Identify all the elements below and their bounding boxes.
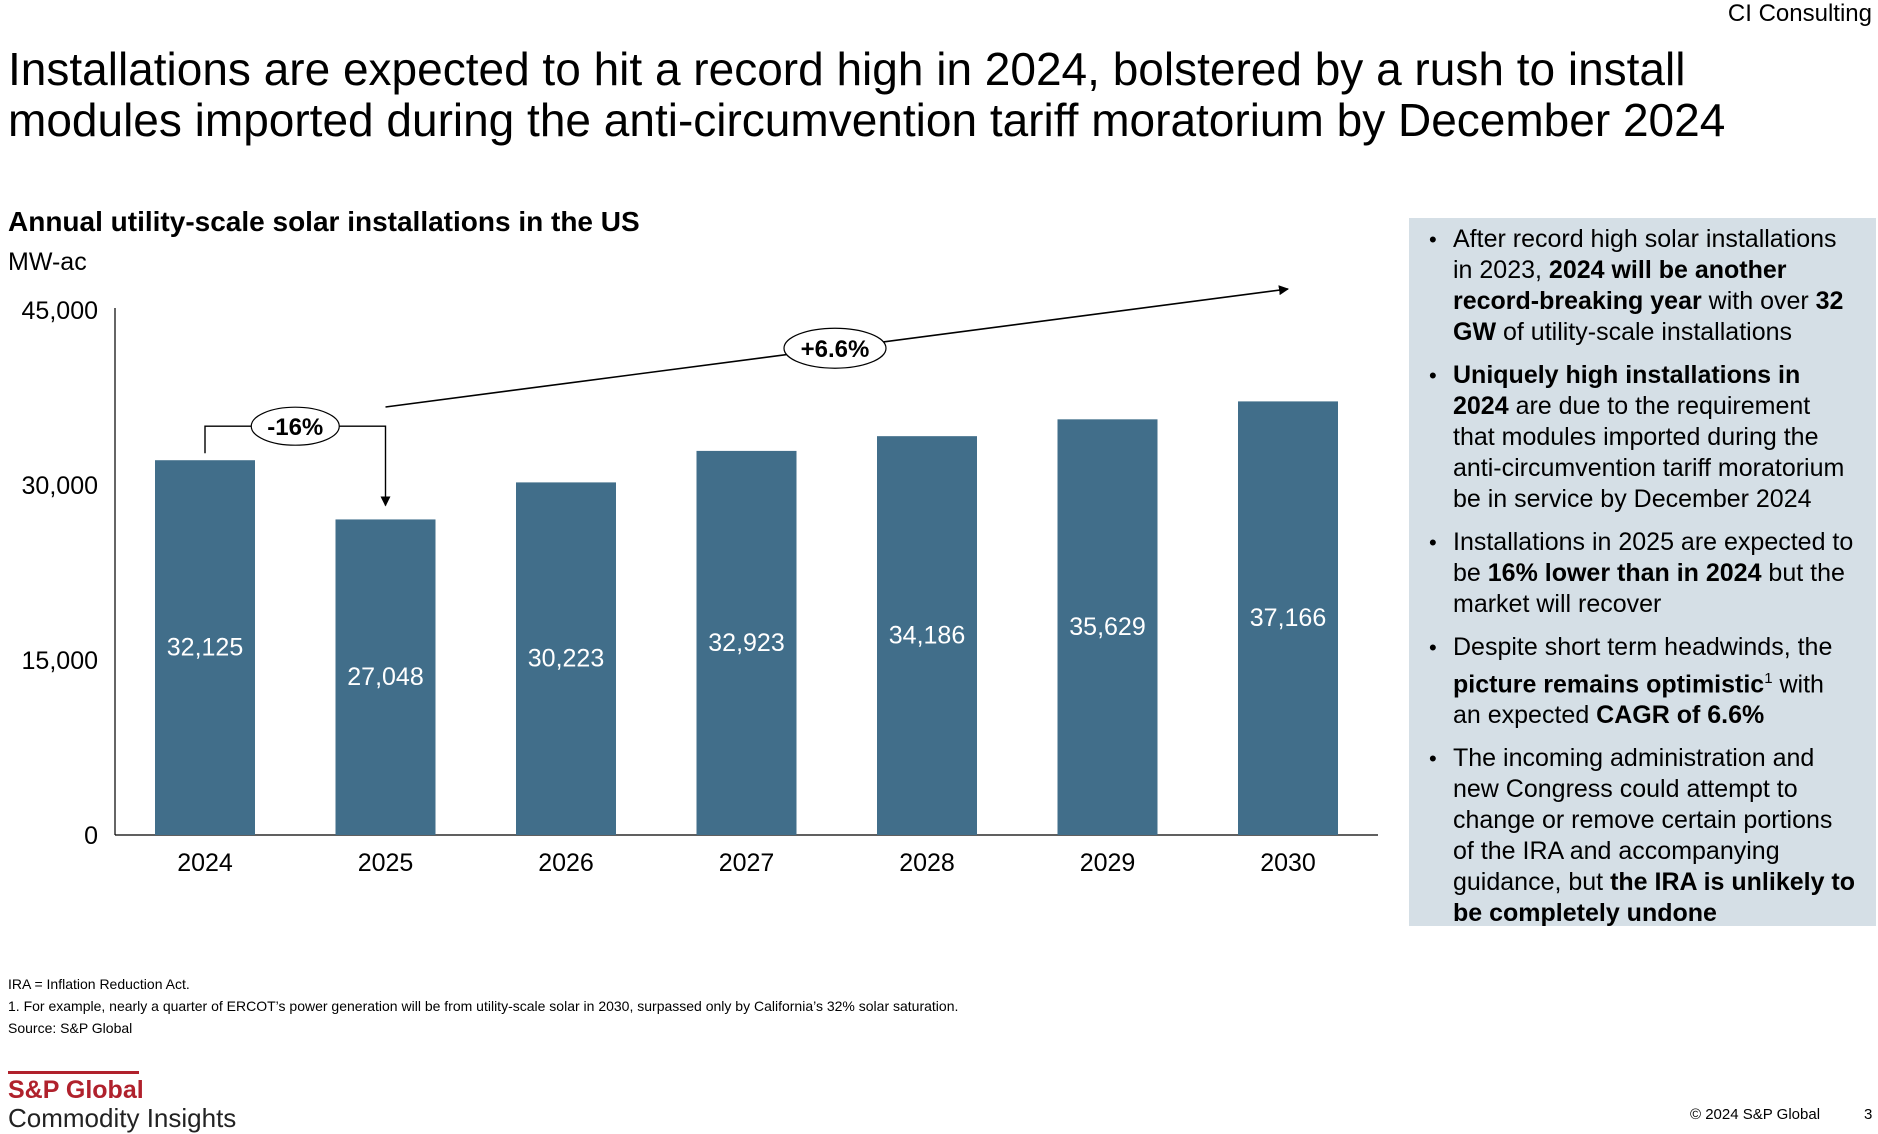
- page-number: 3: [1864, 1106, 1873, 1123]
- key-takeaways-panel: After record high solar installations in…: [1409, 218, 1876, 929]
- takeaway-bullet: The incoming administration and new Cong…: [1417, 743, 1858, 929]
- bullet-text: but the market will recover: [1453, 559, 1845, 618]
- x-tick-label: 2030: [1260, 849, 1316, 877]
- y-tick-label: 45,000: [22, 297, 98, 325]
- logo-subtitle: Commodity Insights: [8, 1103, 237, 1133]
- footnote-marker: 1: [1764, 670, 1773, 687]
- bar: [877, 436, 977, 835]
- x-tick-label: 2027: [719, 849, 775, 877]
- growth-label: +6.6%: [801, 336, 870, 363]
- x-tick-label: 2029: [1080, 849, 1136, 877]
- bullet-text: with an expected: [1453, 670, 1824, 730]
- footnote-1: 1. For example, nearly a quarter of ERCO…: [8, 998, 959, 1014]
- takeaways-list: After record high solar installations in…: [1417, 224, 1858, 929]
- emphasis-text: 16% lower than in 2024: [1487, 559, 1762, 587]
- decline-label: -16%: [267, 414, 323, 441]
- bar-chart: 0 15,000 30,000 45,000 32,125 2024 27,048 2025…: [22, 285, 1378, 877]
- decline-badge: [250, 406, 340, 446]
- bar: [696, 450, 797, 835]
- takeaway-bullet: Despite short term headwinds, the pictur…: [1417, 632, 1858, 731]
- bullet-text: with over: [1701, 287, 1816, 315]
- bullet-text: After record high solar installations in…: [1453, 225, 1837, 284]
- page-title: Installations are expected to hit a reco…: [8, 43, 1726, 146]
- y-tick-label: 30,000: [22, 472, 98, 500]
- copyright: © 2024 S&P Global: [1690, 1106, 1821, 1123]
- takeaway-bullet: Uniquely high installations in 2024 are …: [1417, 360, 1858, 515]
- takeaway-bullet: Installations in 2025 are expected to be…: [1417, 527, 1858, 620]
- chart-title: Annual utility-scale solar installations…: [8, 206, 640, 237]
- emphasis-text: picture remains optimistic: [1453, 670, 1765, 699]
- bar: [155, 460, 255, 835]
- logo-rule: [8, 1071, 139, 1074]
- bullet-text: of utility-scale installations: [1496, 318, 1793, 346]
- logo: S&P Global: [8, 1076, 144, 1104]
- takeaway-bullet: After record high solar installations in…: [1417, 224, 1858, 348]
- emphasis-text: Uniquely high installations in 2024: [1453, 361, 1801, 420]
- source-note: Source: S&P Global: [8, 1020, 133, 1036]
- emphasis-text: the IRA is unlikely to be completely und…: [1453, 868, 1856, 928]
- x-tick-label: 2028: [899, 849, 955, 877]
- bar: [1057, 419, 1158, 835]
- bullet-text: The incoming administration and new Cong…: [1453, 744, 1833, 897]
- bar-value-label: 35,629: [1069, 613, 1145, 641]
- brand-label: CI Consulting: [1727, 0, 1872, 27]
- emphasis-text: 32 GW: [1453, 287, 1844, 346]
- x-tick-label: 2025: [358, 849, 414, 877]
- emphasis-text: CAGR of 6.6%: [1596, 701, 1765, 730]
- bar: [516, 482, 616, 835]
- x-tick-label: 2024: [177, 849, 233, 877]
- footnote-abbreviation: IRA = Inflation Reduction Act.: [8, 976, 190, 992]
- bullet-text: Installations in 2025 are expected to be: [1453, 528, 1854, 587]
- bullet-text: are due to the requirement that modules …: [1453, 392, 1845, 513]
- bar-value-label: 32,923: [708, 629, 784, 657]
- chart-unit-label: MW-ac: [8, 248, 87, 276]
- x-tick-label: 2026: [538, 849, 594, 877]
- bar: [1238, 401, 1338, 835]
- growth-badge: [783, 327, 887, 369]
- bar-value-label: 30,223: [528, 645, 604, 673]
- bullet-text: Despite short term headwinds, the: [1453, 633, 1833, 661]
- bar-value-label: 34,186: [889, 622, 965, 650]
- bar: [335, 519, 436, 835]
- emphasis-text: 2024 will be another record-breaking yea…: [1453, 256, 1787, 315]
- y-tick-label: 0: [84, 822, 98, 850]
- bar-value-label: 37,166: [1250, 604, 1326, 632]
- y-tick-label: 15,000: [22, 647, 98, 675]
- bar-value-label: 32,125: [167, 634, 243, 662]
- bar-value-label: 27,048: [347, 663, 423, 691]
